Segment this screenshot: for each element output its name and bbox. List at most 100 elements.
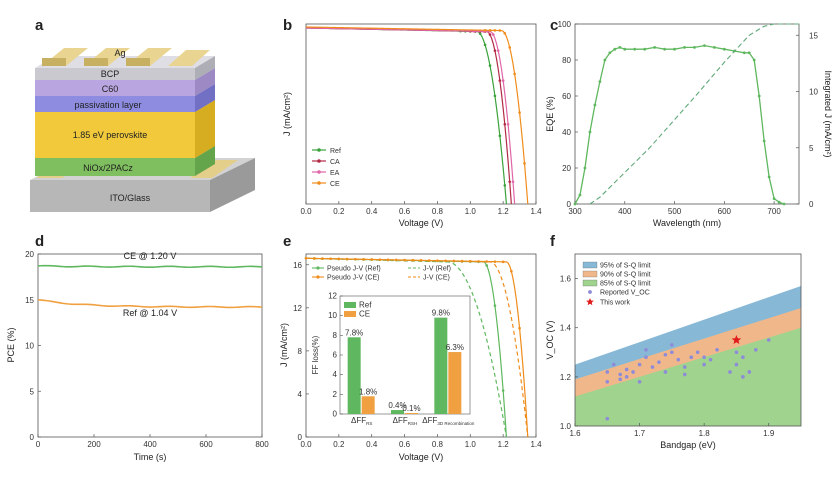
- panel-f-reported-point: [624, 367, 629, 372]
- panel-c-xtick-label: 600: [718, 207, 732, 216]
- panel-e-xtick-label: 0.4: [366, 440, 378, 449]
- panel-e-xtick-label: 0.8: [432, 440, 444, 449]
- panel-f-xtick-label: 1.6: [569, 429, 581, 438]
- panel-label-b: b: [283, 17, 292, 34]
- panel-c-eqe-point: [608, 51, 612, 55]
- nio-front: [35, 158, 195, 176]
- panel-c-eqe-point: [583, 166, 587, 170]
- panel-f-reported-point: [734, 350, 739, 355]
- panel-c-eqe-point: [593, 103, 597, 107]
- inset-ytick-label: 12: [328, 292, 337, 301]
- panel-f-legend-label: 95% of S-Q limit: [600, 263, 651, 270]
- panel-c-eqe-point: [573, 202, 577, 206]
- panel-f-legend-swatch: [582, 261, 598, 269]
- panel-f-reported-point: [644, 348, 648, 352]
- panel-b-series-ref: [305, 27, 508, 205]
- panel-d-ticks: 0 200 400 600 800 0 5 10 15 20: [25, 250, 269, 449]
- panel-e-xtick-label: 1.2: [498, 440, 510, 449]
- panel-e-legend-label: J-V (CE): [423, 275, 450, 282]
- panel-d-series-0: [37, 264, 263, 269]
- panel-e-point-2: [436, 259, 439, 262]
- contact-right: [190, 160, 238, 178]
- panel-b-xtick-label: 1.4: [530, 207, 542, 216]
- panel-b-legend-label: EA: [330, 170, 340, 177]
- panel-f-ytick-label: 1.2: [560, 373, 572, 382]
- panel-b-point-ref: [478, 32, 482, 35]
- ag-finger-1-front: [42, 58, 66, 66]
- inset-category-main: ΔFF: [393, 416, 408, 425]
- panel-b-point-ca: [508, 180, 512, 184]
- layer-label-bcp: BCP: [101, 69, 120, 79]
- inset-category-sub: 3D Recombination: [437, 421, 475, 426]
- panel-e-xtick-label: 0.6: [399, 440, 411, 449]
- panel-b-point-ref: [488, 64, 492, 67]
- panel-e-point-2: [337, 257, 341, 261]
- panel-c-ytick-label: 40: [562, 128, 571, 137]
- panel-c-eqe-curve: [574, 44, 785, 205]
- panel-f-legend-swatch: [582, 270, 598, 278]
- panel-d-xtick-label: 0: [36, 440, 41, 449]
- panel-f-ytick-label: 1.6: [560, 275, 572, 284]
- panel-d-xtick-label: 400: [143, 440, 157, 449]
- panel-b-xtick-label: 1.2: [498, 207, 510, 216]
- panel-f-reported-point: [605, 416, 610, 421]
- inset-legend-label: Ref: [359, 301, 372, 310]
- panel-c-plot-frame: [574, 23, 800, 205]
- panel-f-reported-point: [644, 355, 648, 360]
- panel-c-eqe-point: [598, 80, 602, 83]
- panel-e-ytick-label: 0: [298, 433, 303, 442]
- ag-finger-4: [168, 50, 210, 66]
- panel-c-eqe-point: [663, 47, 666, 51]
- panel-f-reported-point: [605, 370, 610, 374]
- panel-f-legend-label: 85% of S-Q limit: [600, 281, 651, 288]
- panel-f-reported-point: [682, 365, 687, 369]
- panel-c-y2label: Integrated J (mA/cm²): [823, 70, 833, 157]
- panel-d-ytick-label: 5: [30, 387, 35, 396]
- inset-bar-value-label: 9.8%: [432, 309, 450, 318]
- inset-legend-swatch: [344, 302, 356, 308]
- panel-f-reported-point: [741, 375, 745, 379]
- panel-f-reported-point: [624, 375, 629, 379]
- panel-c-eqe-point: [578, 193, 582, 197]
- panel-f-ytick-label: 1.0: [560, 422, 572, 431]
- panel-c-eqe-chart: 300 400 500 600 700 0 20 40 60 80 100 0 5 10 15 Wavele…: [545, 20, 833, 228]
- panel-c-ytick-label: 80: [562, 56, 571, 65]
- panel-e-ytick-label: 4: [298, 390, 303, 399]
- panel-d-ytick-label: 20: [25, 250, 34, 259]
- passivation-front: [35, 96, 195, 112]
- panel-e-xlabel: Voltage (V): [399, 452, 444, 462]
- inset-category-main: ΔFF: [351, 416, 366, 425]
- inset-bar-ref: [347, 337, 361, 414]
- panel-f-legend-reported-marker: [588, 290, 592, 294]
- panel-f-reported-point: [611, 362, 616, 367]
- panel-c-xtick-label: 300: [568, 207, 582, 216]
- panel-b-series-ea: [305, 27, 516, 205]
- panel-e-point-2: [501, 260, 505, 264]
- panel-e-plot-frame: [305, 253, 537, 438]
- panel-label-f: f: [550, 233, 556, 250]
- panel-label-c: c: [550, 17, 558, 34]
- panel-c-xtick-label: 500: [668, 207, 682, 216]
- panel-f-plot-frame: [574, 253, 802, 427]
- bcp-front: [35, 68, 195, 80]
- panel-f-legend-swatch: [582, 279, 598, 287]
- panel-e-point-2: [386, 258, 390, 262]
- inset-category-sub: RS: [366, 421, 372, 426]
- inset-ylabel: FF loss(%): [311, 335, 320, 374]
- panel-c-integrated-curve: [589, 23, 799, 205]
- panel-b-xtick-label: 0.6: [399, 207, 411, 216]
- panel-b-series-ce: [305, 26, 529, 205]
- panel-b-point-ce: [523, 162, 526, 165]
- panel-e-pseudo-jv-chart: 0.0 0.2 0.4 0.6 0.8 1.0 1.2 1.4 0 4 8 12 16 Pseudo J…: [279, 253, 542, 462]
- panel-f-reported-point: [734, 362, 739, 367]
- panel-f-xtick-label: 1.7: [634, 429, 646, 438]
- perovskite-front: [35, 112, 195, 158]
- panel-b-xtick-label: 0.8: [432, 207, 444, 216]
- c60-front: [35, 80, 195, 96]
- inset-ytick-label: 8: [333, 331, 338, 340]
- panel-f-reported-point: [618, 377, 622, 382]
- panel-f-reported-point: [754, 348, 758, 352]
- panel-e-xtick-label: 0.2: [333, 440, 345, 449]
- panel-f-reported-point: [637, 362, 642, 367]
